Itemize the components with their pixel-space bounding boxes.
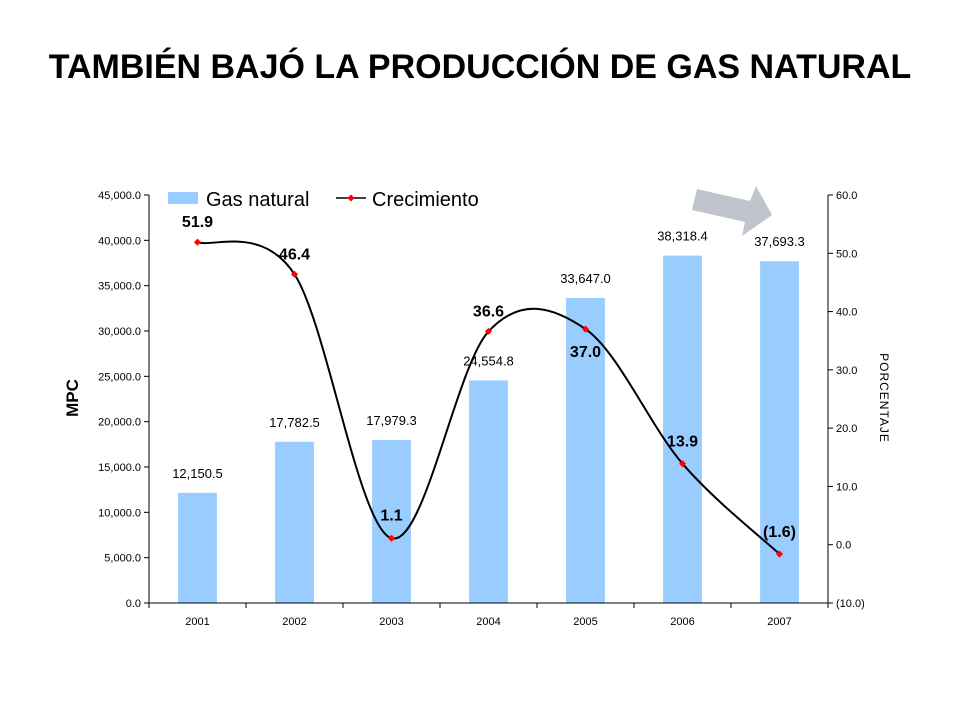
growth-marker [290, 270, 299, 278]
y2-tick-label: (10.0) [836, 598, 865, 610]
x-tick-label: 2006 [670, 616, 694, 628]
line-series [193, 238, 784, 558]
bar-value-label: 12,150.5 [172, 466, 223, 481]
bar-value-label: 38,318.4 [657, 229, 708, 244]
growth-value-label: 1.1 [380, 507, 402, 524]
y-axis-label: MPC [63, 379, 82, 417]
y-tick-label: 25,000.0 [98, 371, 141, 383]
line-value-labels: 51.9 46.4 1.1 36.6 37.0 13.9 (1.6) [182, 214, 796, 541]
growth-marker [484, 327, 493, 335]
legend-marker-crecimiento [347, 194, 355, 202]
axes [148, 195, 829, 604]
bar-value-label: 37,693.3 [754, 234, 805, 249]
slide-title: TAMBIÉN BAJÓ LA PRODUCCIÓN DE GAS NATURA… [48, 48, 912, 86]
bar-value-label: 24,554.8 [463, 353, 514, 368]
growth-value-label: 36.6 [473, 303, 504, 320]
bar [663, 255, 702, 603]
growth-marker [678, 460, 687, 468]
legend: Gas natural Crecimiento [168, 189, 479, 211]
bar [760, 261, 799, 603]
growth-value-label: 37.0 [570, 344, 601, 361]
left-axis-ticks: 0.0 5,000.0 10,000.0 15,000.0 20,000.0 25,000… [98, 190, 149, 610]
y2-tick-label: 20.0 [836, 423, 857, 435]
bar [275, 441, 314, 603]
y-tick-label: 20,000.0 [98, 417, 141, 429]
growth-marker [581, 325, 590, 333]
bar [178, 492, 217, 603]
bar [372, 439, 411, 603]
growth-value-label: 13.9 [667, 434, 698, 451]
right-arrow-icon [692, 186, 772, 236]
x-tick-label: 2003 [379, 616, 403, 628]
x-tick-label: 2002 [282, 616, 306, 628]
x-axis-ticks: 2001 2002 2003 2004 2005 2006 2007 [148, 603, 829, 628]
y2-tick-label: 60.0 [836, 190, 857, 202]
x-tick-label: 2005 [573, 616, 597, 628]
growth-line [197, 240, 781, 555]
bar-value-label: 33,647.0 [560, 271, 611, 286]
x-tick-label: 2007 [767, 616, 791, 628]
legend-label-crecimiento: Crecimiento [372, 189, 479, 211]
growth-value-label: 46.4 [279, 246, 310, 263]
y-tick-label: 15,000.0 [98, 462, 141, 474]
y-tick-label: 30,000.0 [98, 326, 141, 338]
growth-value-label: 51.9 [182, 214, 213, 231]
growth-marker [775, 550, 784, 558]
y-tick-label: 45,000.0 [98, 190, 141, 202]
y-tick-label: 10,000.0 [98, 507, 141, 519]
legend-label-gas-natural: Gas natural [206, 189, 309, 211]
right-axis-ticks: (10.0) 0.0 10.0 20.0 30.0 40.0 50.0 60.0 [828, 190, 865, 610]
y2-tick-label: 30.0 [836, 365, 857, 377]
x-tick-label: 2001 [185, 616, 209, 628]
growth-marker [387, 534, 396, 542]
y-tick-label: 35,000.0 [98, 281, 141, 293]
y-tick-label: 0.0 [126, 598, 141, 610]
y2-tick-label: 0.0 [836, 540, 851, 552]
y2-tick-label: 40.0 [836, 307, 857, 319]
y2-axis-label: PORCENTAJE [877, 353, 891, 443]
growth-value-label: (1.6) [763, 524, 796, 541]
bar-series [178, 255, 799, 603]
bar-value-labels: 12,150.5 17,782.5 17,979.3 24,554.8 33,647.0… [172, 229, 805, 481]
bar [566, 297, 605, 603]
y-tick-label: 5,000.0 [104, 553, 141, 565]
y2-tick-label: 10.0 [836, 481, 857, 493]
y2-tick-label: 50.0 [836, 248, 857, 260]
y-tick-label: 40,000.0 [98, 235, 141, 247]
bar-value-label: 17,979.3 [366, 413, 417, 428]
bar-value-label: 17,782.5 [269, 415, 320, 430]
bar [469, 380, 508, 603]
legend-swatch-gas-natural [168, 192, 198, 204]
growth-marker [193, 238, 202, 246]
x-tick-label: 2004 [476, 616, 500, 628]
